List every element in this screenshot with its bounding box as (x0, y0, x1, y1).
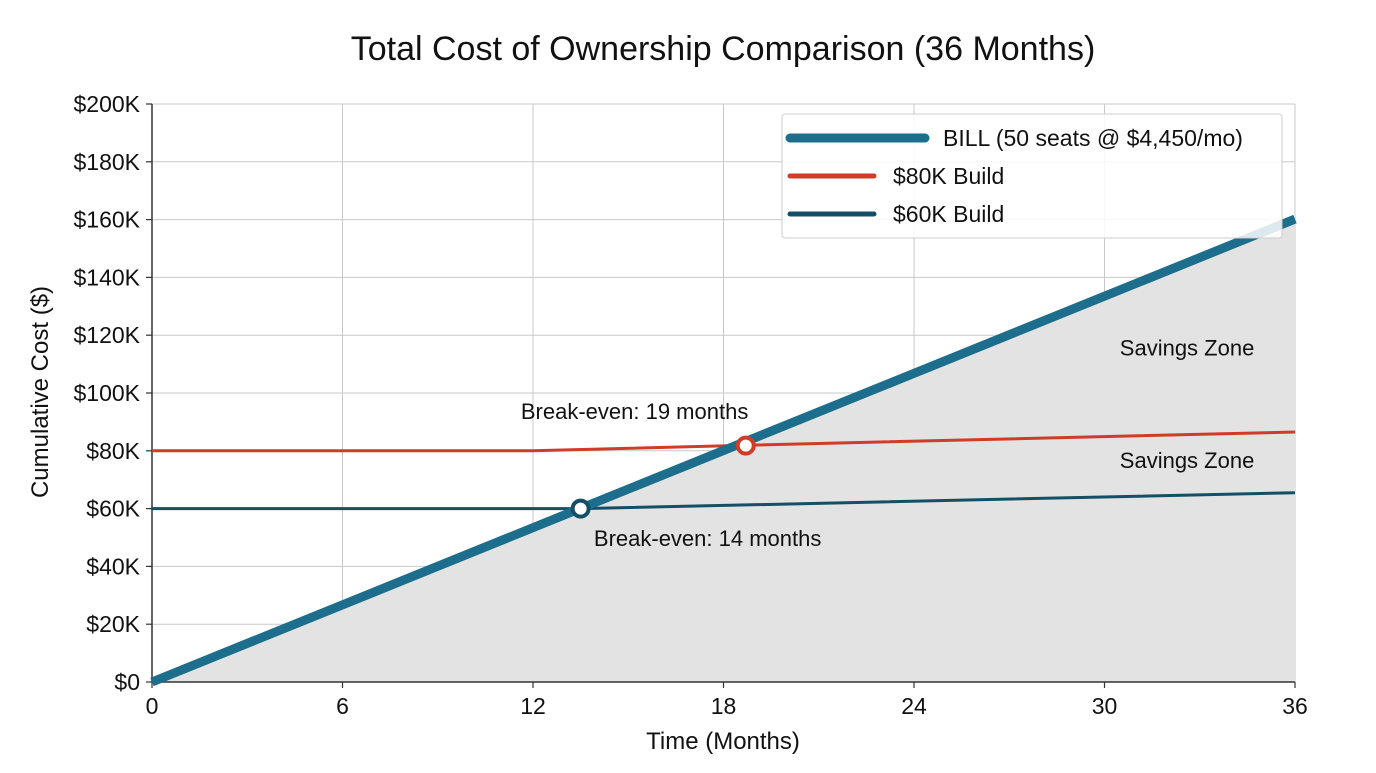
y-tick-label: $0 (114, 669, 140, 695)
break-even-marker (570, 498, 591, 519)
series-line-0 (150, 214, 1297, 687)
y-tick-label: $40K (86, 553, 140, 579)
y-tick-label: $200K (73, 91, 140, 117)
x-tick-label: 12 (520, 693, 546, 719)
legend-entry: BILL (50 seats @ $4,450/mo) (943, 125, 1243, 151)
y-tick-label: $20K (86, 611, 140, 637)
annotations: Break-even: 19 months Break-even: 14 mont… (521, 335, 1254, 551)
y-tick-label: $160K (73, 207, 140, 233)
annotation-label: Break-even: 14 months (594, 526, 821, 551)
x-tick-label: 24 (901, 693, 927, 719)
x-tick-label: 6 (336, 693, 349, 719)
series-line-1 (152, 430, 1296, 453)
x-tick-label: 30 (1092, 693, 1118, 719)
legend-entry: $80K Build (893, 163, 1004, 189)
annotation-label: Break-even: 19 months (521, 399, 748, 424)
chart-title: Total Cost of Ownership Comparison (36 M… (351, 30, 1096, 68)
x-tick-label: 36 (1282, 693, 1308, 719)
y-tick-label: $120K (73, 322, 140, 348)
axes (146, 103, 1296, 688)
y-tick-label: $100K (73, 380, 140, 406)
annotation-label: Savings Zone (1120, 448, 1255, 473)
y-tick-label: $140K (73, 264, 140, 290)
y-tick-label: $180K (73, 149, 140, 175)
tick-labels: $0 $20K $40K $60K $80K $100K $120K $140K $160K $1… (73, 91, 1307, 719)
annotation-label: Savings Zone (1120, 335, 1255, 360)
legend-entry: $60K Build (893, 201, 1004, 227)
x-tick-label: 0 (146, 693, 159, 719)
y-axis-label: Cumulative Cost ($) (27, 286, 54, 498)
y-tick-label: $60K (86, 496, 140, 522)
x-tick-label: 18 (711, 693, 737, 719)
break-even-marker (735, 435, 756, 456)
legend-box (781, 113, 1283, 239)
break-even-markers (570, 435, 756, 519)
legend: BILL (50 seats @ $4,450/mo) $80K Build $60… (781, 113, 1283, 239)
y-tick-label: $80K (86, 438, 140, 464)
x-axis-label: Time (Months) (646, 728, 800, 755)
